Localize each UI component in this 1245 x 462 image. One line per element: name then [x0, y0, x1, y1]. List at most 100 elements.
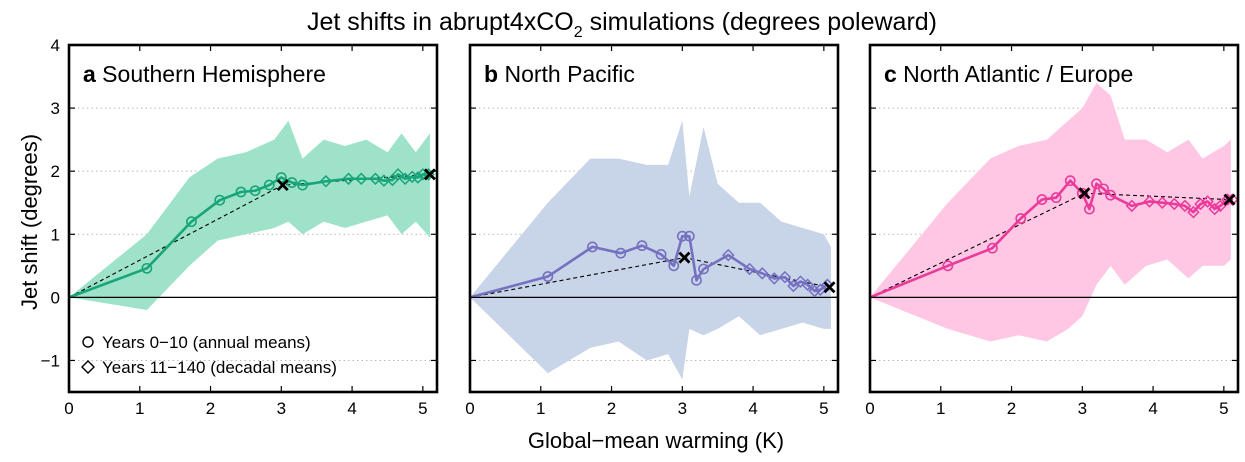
- panel-b: 0 1 2 3 4 5 b North Pacific: [465, 43, 840, 418]
- panel-title-text: North Pacific: [498, 61, 635, 87]
- panel-frame: [868, 43, 1240, 394]
- x-tick-label: 0: [64, 399, 73, 418]
- cross-marker: [823, 281, 836, 294]
- data-point-annual: [1083, 203, 1095, 215]
- x-tick-label: 2: [607, 399, 616, 418]
- y-tick-label: −1: [41, 351, 60, 370]
- y-tick-label: 2: [51, 162, 60, 181]
- data-point-decadal: [743, 262, 756, 276]
- spread-band: [69, 120, 430, 310]
- panel-letter: a: [83, 61, 96, 87]
- data-point-annual: [683, 230, 695, 242]
- data-point-annual: [1098, 183, 1109, 195]
- x-tick-label: 1: [936, 399, 945, 418]
- panels: 0 1 2 3 4 5 −1 0 1 2 3 4 a Southern Hemisphere Years …: [41, 36, 1240, 418]
- y-axis-label: Jet shift (degrees): [17, 134, 42, 310]
- data-point-annual: [587, 241, 598, 253]
- data-point-annual: [186, 216, 197, 228]
- figure-title: Jet shifts in abrupt4xCO2 simulations (d…: [307, 8, 937, 41]
- panel-frame: [67, 43, 439, 394]
- cross-marker: [1078, 187, 1091, 200]
- panel-letter: c: [884, 61, 897, 87]
- data-point-annual: [235, 186, 247, 198]
- x-tick-label: 3: [1078, 399, 1087, 418]
- data-point-annual: [263, 179, 275, 191]
- data-point-decadal: [1125, 199, 1139, 213]
- data-point-annual: [942, 260, 954, 272]
- series-line-annual: [869, 179, 1112, 299]
- data-point-decadal: [391, 168, 405, 181]
- x-tick-label: 4: [347, 399, 356, 418]
- x-tick-label: 4: [1148, 399, 1157, 418]
- data-point-annual: [249, 185, 261, 197]
- series-line-annual: [469, 234, 705, 299]
- data-point-decadal: [756, 267, 769, 280]
- data-point-annual: [286, 177, 298, 188]
- data-point-annual: [1015, 213, 1027, 224]
- x-tick-label: 5: [819, 399, 828, 418]
- figure-title-subscript: 2: [574, 24, 583, 41]
- data-point-decadal: [1208, 202, 1221, 216]
- panel-a: 0 1 2 3 4 5 −1 0 1 2 3 4 a Southern Hemisphere Years …: [41, 36, 439, 418]
- y-tick-label: 3: [51, 99, 60, 118]
- legend-marker-decadal: [81, 360, 95, 374]
- panel-c: 0 1 2 3 4 5 c North Atlantic / Europe: [865, 43, 1240, 418]
- data-point-annual: [1091, 178, 1102, 190]
- series-line-decadal: [302, 173, 429, 187]
- data-point-annual: [141, 262, 153, 274]
- legend-label-decadal: Years 11−140 (decadal means): [102, 358, 337, 377]
- x-tick-label: 1: [135, 399, 144, 418]
- x-tick-label: 3: [678, 399, 687, 418]
- data-point-decadal: [778, 270, 792, 284]
- data-point-annual: [636, 240, 648, 252]
- panel-letter: b: [484, 61, 498, 87]
- data-point-decadal: [1156, 196, 1169, 209]
- panel-title: b North Pacific: [484, 61, 635, 87]
- data-point-decadal: [1187, 205, 1200, 219]
- data-point-annual: [691, 274, 702, 286]
- cross-marker: [678, 251, 691, 264]
- x-tick-label: 2: [206, 399, 215, 418]
- legend-label-annual: Years 0−10 (annual means): [102, 333, 311, 352]
- data-point-decadal: [787, 279, 800, 293]
- data-point-annual: [987, 242, 998, 254]
- data-point-decadal: [369, 172, 382, 186]
- data-point-decadal: [1178, 199, 1192, 213]
- data-point-annual: [1105, 189, 1117, 201]
- data-point-decadal: [319, 175, 333, 188]
- data-point-decadal: [411, 171, 425, 184]
- data-point-decadal: [814, 283, 827, 297]
- x-tick-label: 2: [1007, 399, 1016, 418]
- x-tick-label: 0: [865, 399, 874, 418]
- figure-title-main: Jet shifts in abrupt4xCO: [307, 8, 574, 36]
- data-point-decadal: [1201, 195, 1214, 208]
- x-tick-label: 5: [1219, 399, 1228, 418]
- data-point-annual: [1064, 175, 1076, 187]
- cross-marker: [276, 179, 289, 192]
- data-point-annual: [1036, 194, 1048, 205]
- x-tick-label: 4: [748, 399, 757, 418]
- panel-title: c North Atlantic / Europe: [884, 61, 1133, 87]
- y-tick-label: 4: [51, 36, 60, 55]
- x-tick-label: 0: [465, 399, 474, 418]
- data-point-annual: [698, 263, 709, 275]
- data-point-annual: [214, 194, 226, 206]
- data-point-decadal: [398, 172, 412, 186]
- spread-band: [870, 82, 1231, 342]
- data-point-decadal: [355, 172, 368, 186]
- x-tick-label: 1: [536, 399, 545, 418]
- data-point-decadal: [1143, 195, 1156, 208]
- panel-title-text: Southern Hemisphere: [96, 61, 326, 87]
- series-line-decadal: [1110, 193, 1233, 214]
- data-point-decadal: [1214, 199, 1227, 213]
- data-point-annual: [542, 271, 554, 282]
- x-axis-label: Global−mean warming (K): [528, 428, 784, 453]
- data-point-decadal: [768, 272, 781, 285]
- data-point-annual: [655, 249, 667, 260]
- data-point-annual: [1076, 187, 1088, 199]
- y-tick-label: 0: [51, 288, 60, 307]
- data-point-decadal: [1168, 197, 1181, 211]
- panel-title: a Southern Hemisphere: [83, 61, 326, 87]
